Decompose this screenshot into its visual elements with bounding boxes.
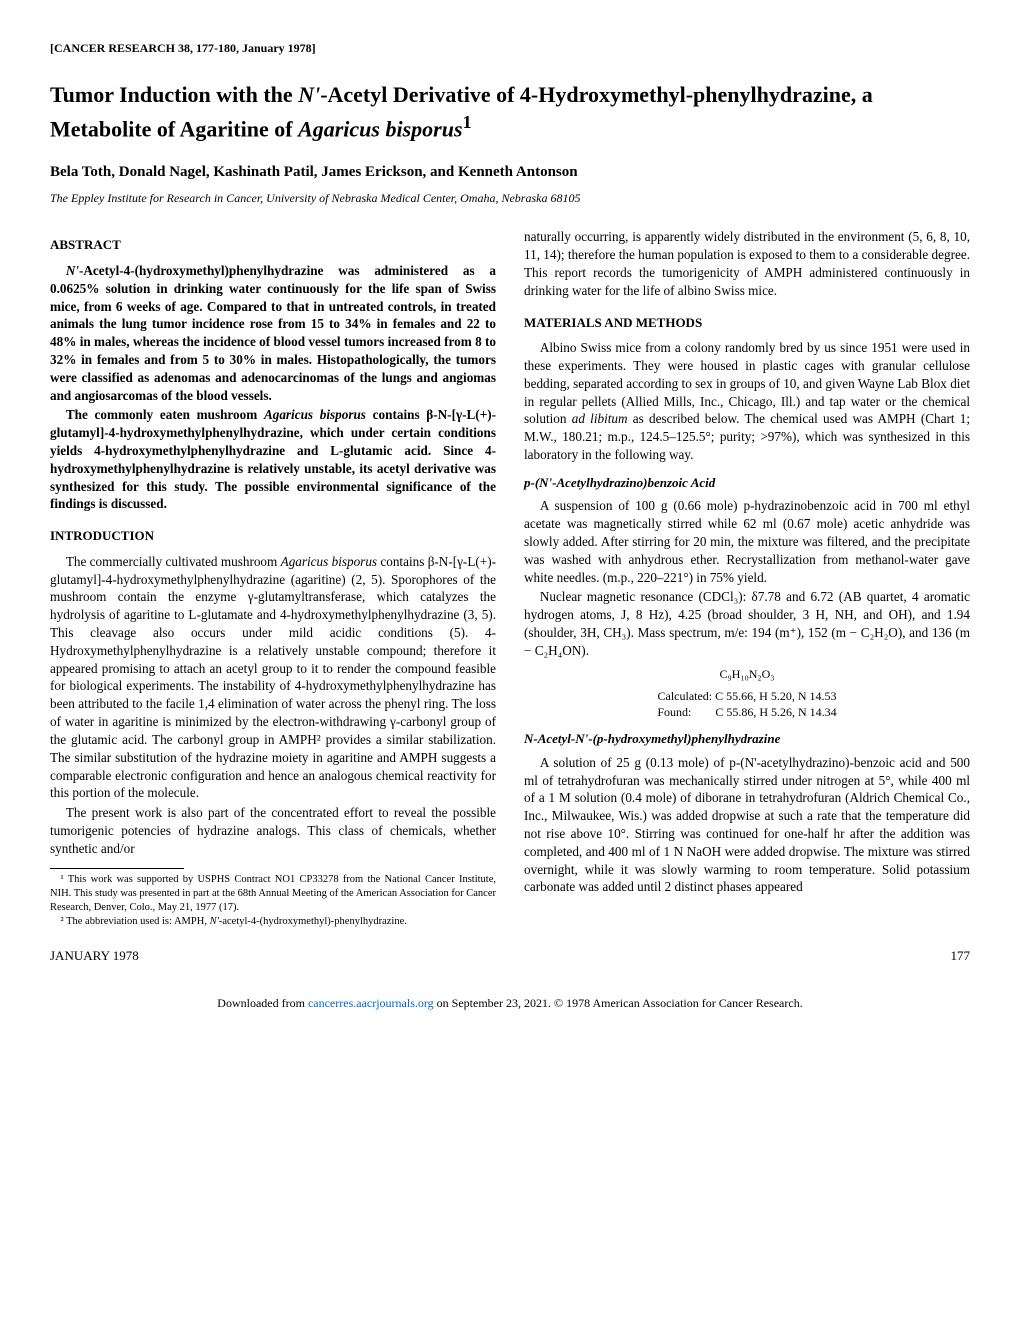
intro-p2: The present work is also part of the con… <box>50 804 496 857</box>
intro-p1: The commercially cultivated mushroom Aga… <box>50 553 496 802</box>
found-line: Found: C 55.86, H 5.26, N 14.34 <box>524 704 970 720</box>
intro-text: contains β-N-[γ-L(+)-glutamyl]-4-hydroxy… <box>50 554 496 801</box>
article-title: Tumor Induction with the N'-Acetyl Deriv… <box>50 80 970 144</box>
footnote-separator <box>50 868 184 869</box>
authors: Bela Toth, Donald Nagel, Kashinath Patil… <box>50 162 970 182</box>
footnote-2: ² The abbreviation used is: AMPH, N'-ace… <box>50 915 496 929</box>
abstract-text: contains β-N-[γ-L(+)-glutamyl]-4-hydroxy… <box>50 407 496 511</box>
affiliation: The Eppley Institute for Research in Can… <box>50 190 970 206</box>
abstract-species: Agaricus bisporus <box>264 407 366 422</box>
abstract-text: -Acetyl-4-(hydroxymethyl)phenylhydrazine… <box>50 263 496 403</box>
abstract-ital: N' <box>66 263 79 278</box>
footer-date: JANUARY 1978 <box>50 947 139 965</box>
abstract-text: The commonly eaten mushroom <box>66 407 264 422</box>
intro-p3: naturally occurring, is apparently widel… <box>524 228 970 299</box>
abstract-p1: N'-Acetyl-4-(hydroxymethyl)phenylhydrazi… <box>50 262 496 405</box>
chemical-formula: C₉H₁₀N₂O₃ <box>524 666 970 682</box>
intro-species: Agaricus bisporus <box>281 554 377 569</box>
footer-page-number: 177 <box>951 947 971 965</box>
title-part: Tumor Induction with the <box>50 82 298 107</box>
sub1-p2: Nuclear magnetic resonance (CDCl₃): δ7.7… <box>524 588 970 659</box>
methods-ital: ad libitum <box>572 411 628 426</box>
download-link[interactable]: cancerres.aacrjournals.org <box>308 996 434 1010</box>
subsection-2-heading: N-Acetyl-N'-(p-hydroxymethyl)phenylhydra… <box>524 730 970 748</box>
introduction-heading: INTRODUCTION <box>50 527 496 545</box>
intro-text: The commercially cultivated mushroom <box>66 554 281 569</box>
footnote-1: ¹ This work was supported by USPHS Contr… <box>50 873 496 916</box>
title-species: Agaricus bisporus <box>298 116 462 141</box>
footnote-text: ² The abbreviation used is: AMPH, <box>61 916 210 927</box>
sub2-p1: A solution of 25 g (0.13 mole) of p-(N'-… <box>524 754 970 897</box>
download-post: on September 23, 2021. © 1978 American A… <box>434 996 803 1010</box>
download-note: Downloaded from cancerres.aacrjournals.o… <box>50 995 970 1011</box>
footnote-text: -acetyl-4-(hydroxymethyl)-phenylhydrazin… <box>219 916 407 927</box>
page-footer: JANUARY 1978 177 <box>50 947 970 965</box>
methods-p1: Albino Swiss mice from a colony randomly… <box>524 339 970 464</box>
title-footnote-ref: 1 <box>463 112 472 132</box>
abstract-p2: The commonly eaten mushroom Agaricus bis… <box>50 406 496 513</box>
download-pre: Downloaded from <box>217 996 308 1010</box>
title-italic: N' <box>298 82 320 107</box>
calc-line: Calculated: C 55.66, H 5.20, N 14.53 <box>524 688 970 704</box>
abstract-heading: ABSTRACT <box>50 236 496 254</box>
subsection-1-heading: p-(N'-Acetylhydrazino)benzoic Acid <box>524 474 970 492</box>
journal-citation: [CANCER RESEARCH 38, 177-180, January 19… <box>50 40 970 56</box>
sub1-p1: A suspension of 100 g (0.66 mole) p-hydr… <box>524 497 970 586</box>
methods-heading: MATERIALS AND METHODS <box>524 314 970 332</box>
footnote-ital: N' <box>210 916 219 927</box>
body-columns: ABSTRACT N'-Acetyl-4-(hydroxymethyl)phen… <box>50 228 970 929</box>
elemental-analysis: Calculated: C 55.66, H 5.20, N 14.53 Fou… <box>524 688 970 720</box>
